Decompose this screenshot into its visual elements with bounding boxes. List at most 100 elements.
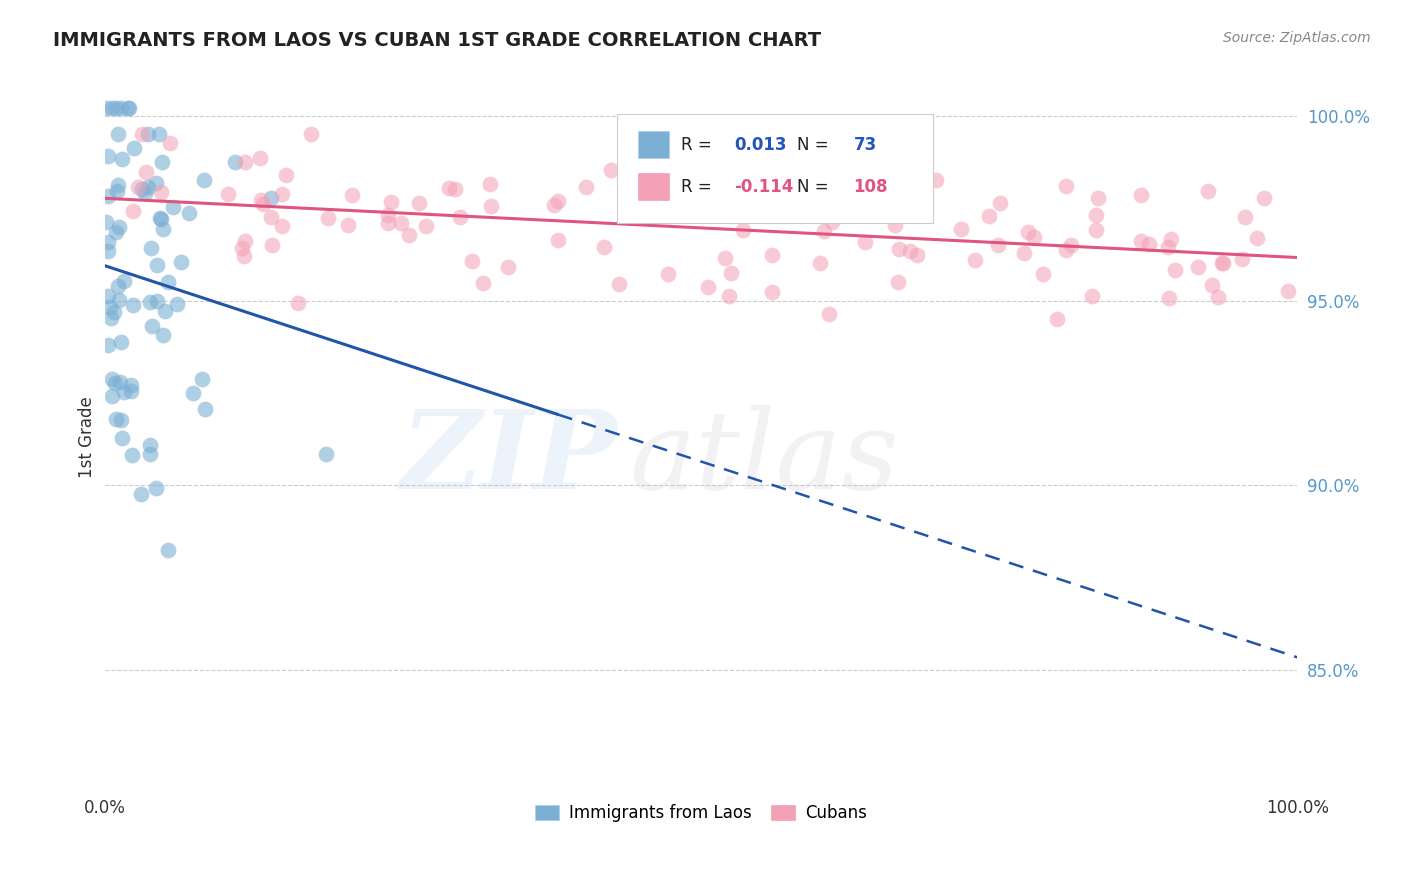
Legend: Immigrants from Laos, Cubans: Immigrants from Laos, Cubans bbox=[529, 797, 873, 829]
Point bbox=[100, 311, 122, 326]
Point bbox=[1060, 238, 1083, 252]
Point bbox=[1201, 277, 1223, 292]
Point bbox=[162, 200, 184, 214]
FancyBboxPatch shape bbox=[617, 114, 934, 223]
Point bbox=[155, 304, 177, 318]
Point bbox=[377, 208, 399, 222]
Point bbox=[299, 128, 322, 142]
Point bbox=[97, 235, 120, 250]
Point bbox=[1137, 237, 1160, 252]
Point bbox=[389, 216, 412, 230]
Point bbox=[1012, 246, 1035, 260]
Point bbox=[134, 186, 156, 201]
Point bbox=[813, 224, 835, 238]
Point bbox=[377, 216, 399, 230]
Point bbox=[398, 228, 420, 243]
Point bbox=[315, 446, 337, 460]
Point bbox=[105, 184, 128, 198]
Point bbox=[461, 254, 484, 268]
Point bbox=[1253, 191, 1275, 205]
Point bbox=[235, 155, 257, 169]
Point bbox=[107, 178, 129, 192]
Point bbox=[100, 101, 122, 115]
Point bbox=[1017, 225, 1039, 239]
Point bbox=[808, 256, 831, 270]
Point bbox=[97, 148, 120, 162]
Point bbox=[1211, 256, 1233, 270]
Point bbox=[101, 372, 124, 386]
Point bbox=[96, 338, 118, 352]
Point bbox=[449, 210, 471, 224]
Point bbox=[478, 178, 501, 192]
Point bbox=[107, 128, 129, 142]
Point bbox=[657, 267, 679, 281]
Point bbox=[592, 240, 614, 254]
Point bbox=[97, 289, 120, 303]
Point bbox=[1129, 235, 1152, 249]
Point bbox=[112, 274, 135, 288]
Point bbox=[415, 219, 437, 233]
Point bbox=[105, 101, 128, 115]
Point bbox=[1159, 291, 1181, 305]
Point bbox=[1087, 191, 1109, 205]
Point bbox=[1163, 263, 1185, 277]
Point bbox=[110, 101, 132, 115]
Point bbox=[148, 127, 170, 141]
Point bbox=[122, 203, 145, 218]
Point bbox=[1130, 188, 1153, 202]
Point bbox=[987, 238, 1010, 252]
Point bbox=[136, 127, 159, 141]
Point bbox=[152, 222, 174, 236]
Point bbox=[96, 102, 118, 116]
Point bbox=[718, 289, 741, 303]
Text: Source: ZipAtlas.com: Source: ZipAtlas.com bbox=[1223, 31, 1371, 45]
Point bbox=[112, 385, 135, 400]
Point bbox=[543, 198, 565, 212]
Point bbox=[990, 196, 1012, 211]
Point bbox=[1054, 243, 1077, 257]
Point bbox=[886, 276, 908, 290]
Point bbox=[408, 196, 430, 211]
Point bbox=[853, 235, 876, 249]
Point bbox=[1085, 208, 1108, 222]
Point bbox=[122, 141, 145, 155]
Point bbox=[547, 233, 569, 247]
Point bbox=[146, 294, 169, 309]
Point bbox=[150, 155, 173, 169]
Point bbox=[170, 255, 193, 269]
Point bbox=[1246, 231, 1268, 245]
Point bbox=[733, 223, 755, 237]
Text: ZIP: ZIP bbox=[401, 405, 617, 512]
Point bbox=[1277, 285, 1299, 299]
Point bbox=[950, 221, 973, 235]
Point bbox=[761, 285, 783, 300]
Point bbox=[120, 384, 142, 398]
Point bbox=[619, 205, 641, 219]
Point bbox=[94, 215, 117, 229]
Point bbox=[792, 186, 814, 200]
Point bbox=[145, 258, 167, 272]
Point bbox=[641, 189, 664, 203]
Point bbox=[224, 154, 246, 169]
Point bbox=[963, 252, 986, 267]
Point bbox=[131, 182, 153, 196]
Point bbox=[232, 249, 254, 263]
Point bbox=[1233, 211, 1256, 225]
Point bbox=[252, 196, 274, 211]
Point bbox=[117, 101, 139, 115]
Point bbox=[131, 128, 153, 142]
Point bbox=[108, 376, 131, 390]
Point bbox=[821, 215, 844, 229]
Point bbox=[471, 276, 494, 290]
Point bbox=[135, 165, 157, 179]
Point bbox=[759, 163, 782, 178]
Text: 108: 108 bbox=[853, 178, 889, 195]
Point bbox=[1206, 290, 1229, 304]
Text: R =: R = bbox=[681, 178, 711, 195]
Point bbox=[111, 152, 134, 166]
Point bbox=[1187, 260, 1209, 274]
Point bbox=[136, 180, 159, 194]
Point bbox=[1054, 179, 1077, 194]
Point bbox=[761, 248, 783, 262]
Point bbox=[118, 101, 141, 115]
